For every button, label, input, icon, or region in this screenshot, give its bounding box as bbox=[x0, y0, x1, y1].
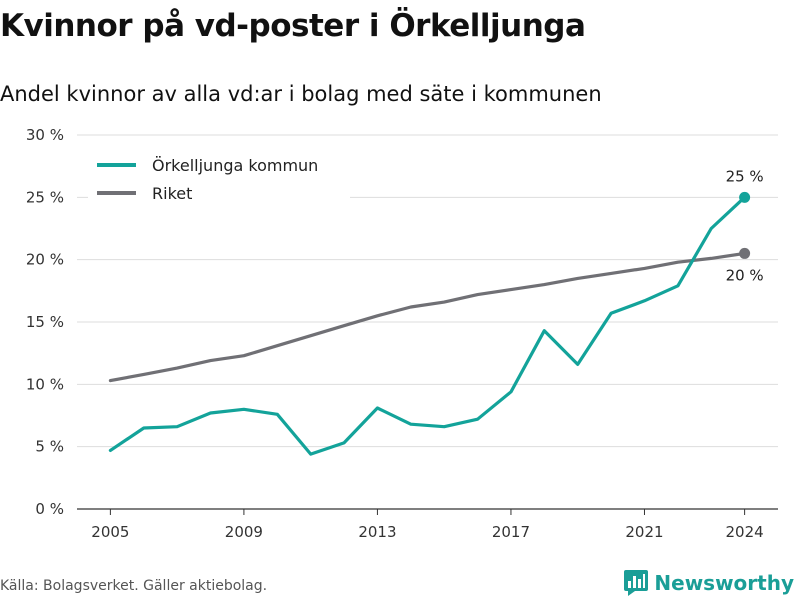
brand-logo[interactable]: Newsworthy bbox=[624, 568, 794, 598]
x-tick-label: 2009 bbox=[225, 523, 263, 541]
y-tick-label: 5 % bbox=[35, 438, 64, 456]
y-tick-label: 10 % bbox=[26, 375, 64, 393]
legend-background bbox=[88, 150, 350, 208]
y-tick-label: 25 % bbox=[26, 188, 64, 206]
end-point-marker bbox=[739, 247, 751, 259]
legend: Örkelljunga kommun Riket bbox=[88, 150, 350, 208]
series bbox=[108, 191, 751, 456]
bar-chart-logo-icon bbox=[624, 570, 649, 596]
y-tick-label: 20 % bbox=[26, 251, 64, 269]
x-tick-label: 2005 bbox=[91, 523, 129, 541]
series-line-riket bbox=[108, 251, 747, 383]
x-tick-label: 2021 bbox=[625, 523, 663, 541]
y-tick-label: 15 % bbox=[26, 313, 64, 331]
legend-label-riket: Riket bbox=[152, 184, 192, 203]
x-tick-label: 2017 bbox=[492, 523, 530, 541]
line-chart: 0 % 5 % 10 % 15 % 20 % 25 % 30 % 2005 2009 2013 20… bbox=[26, 126, 778, 541]
legend-label-orkelljunga: Örkelljunga kommun bbox=[152, 156, 318, 175]
chart-subtitle: Andel kvinnor av alla vd:ar i bolag med … bbox=[0, 82, 602, 106]
x-tick-label: 2013 bbox=[358, 523, 396, 541]
series-line-orkelljunga bbox=[108, 195, 747, 456]
y-tick-label: 30 % bbox=[26, 126, 64, 144]
y-tick-label: 0 % bbox=[35, 500, 64, 518]
brand-name: Newsworthy bbox=[654, 571, 794, 595]
axes: 0 % 5 % 10 % 15 % 20 % 25 % 30 % 2005 2009 2013 20… bbox=[26, 126, 764, 541]
end-label-riket: 20 % bbox=[726, 266, 764, 284]
source-note: Källa: Bolagsverket. Gäller aktiebolag. bbox=[0, 578, 268, 594]
chart-title: Kvinnor på vd-poster i Örkelljunga bbox=[0, 8, 586, 44]
end-label-orkelljunga: 25 % bbox=[726, 167, 764, 185]
end-point-marker bbox=[739, 191, 751, 203]
end-labels: 25 % 20 % bbox=[726, 167, 764, 284]
x-tick-label: 2024 bbox=[726, 523, 764, 541]
